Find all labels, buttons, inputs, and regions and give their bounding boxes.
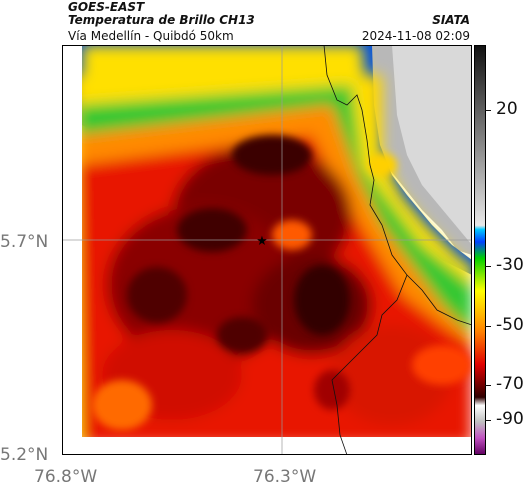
org-label: SIATA — [432, 13, 470, 27]
colorbar-tick — [485, 266, 491, 267]
lon-label-76-8: 76.8°W — [34, 467, 98, 487]
colorbar-label-minus70: -70 — [496, 374, 524, 394]
colorbar — [474, 45, 486, 455]
colorbar-label-minus30: -30 — [496, 255, 524, 275]
colorbar-label-minus90: -90 — [496, 409, 524, 429]
product-title: Temperatura de Brillo CH13 — [68, 13, 255, 27]
lon-label-76-3: 76.3°W — [253, 467, 317, 487]
datetime-label: 2024-11-08 02:09 — [361, 29, 470, 43]
colorbar-tick — [485, 385, 491, 386]
lat-label-5-7: 5.7°N — [0, 232, 49, 252]
satellite-title: GOES-EAST — [68, 0, 145, 14]
brightness-temperature-map: ★ — [62, 45, 472, 455]
region-subtitle: Vía Medellín - Quibdó 50km — [68, 29, 234, 43]
map-field: ★ — [62, 45, 472, 455]
star-icon: ★ — [256, 234, 268, 249]
colorbar-label-minus50: -50 — [496, 315, 524, 335]
colorbar-tick — [485, 420, 491, 421]
border-line — [323, 45, 408, 455]
colorbar-tick — [485, 326, 491, 327]
colorbar-tick — [485, 110, 491, 111]
colorbar-label-20: 20 — [496, 99, 518, 119]
lat-label-5-2: 5.2°N — [0, 445, 49, 465]
